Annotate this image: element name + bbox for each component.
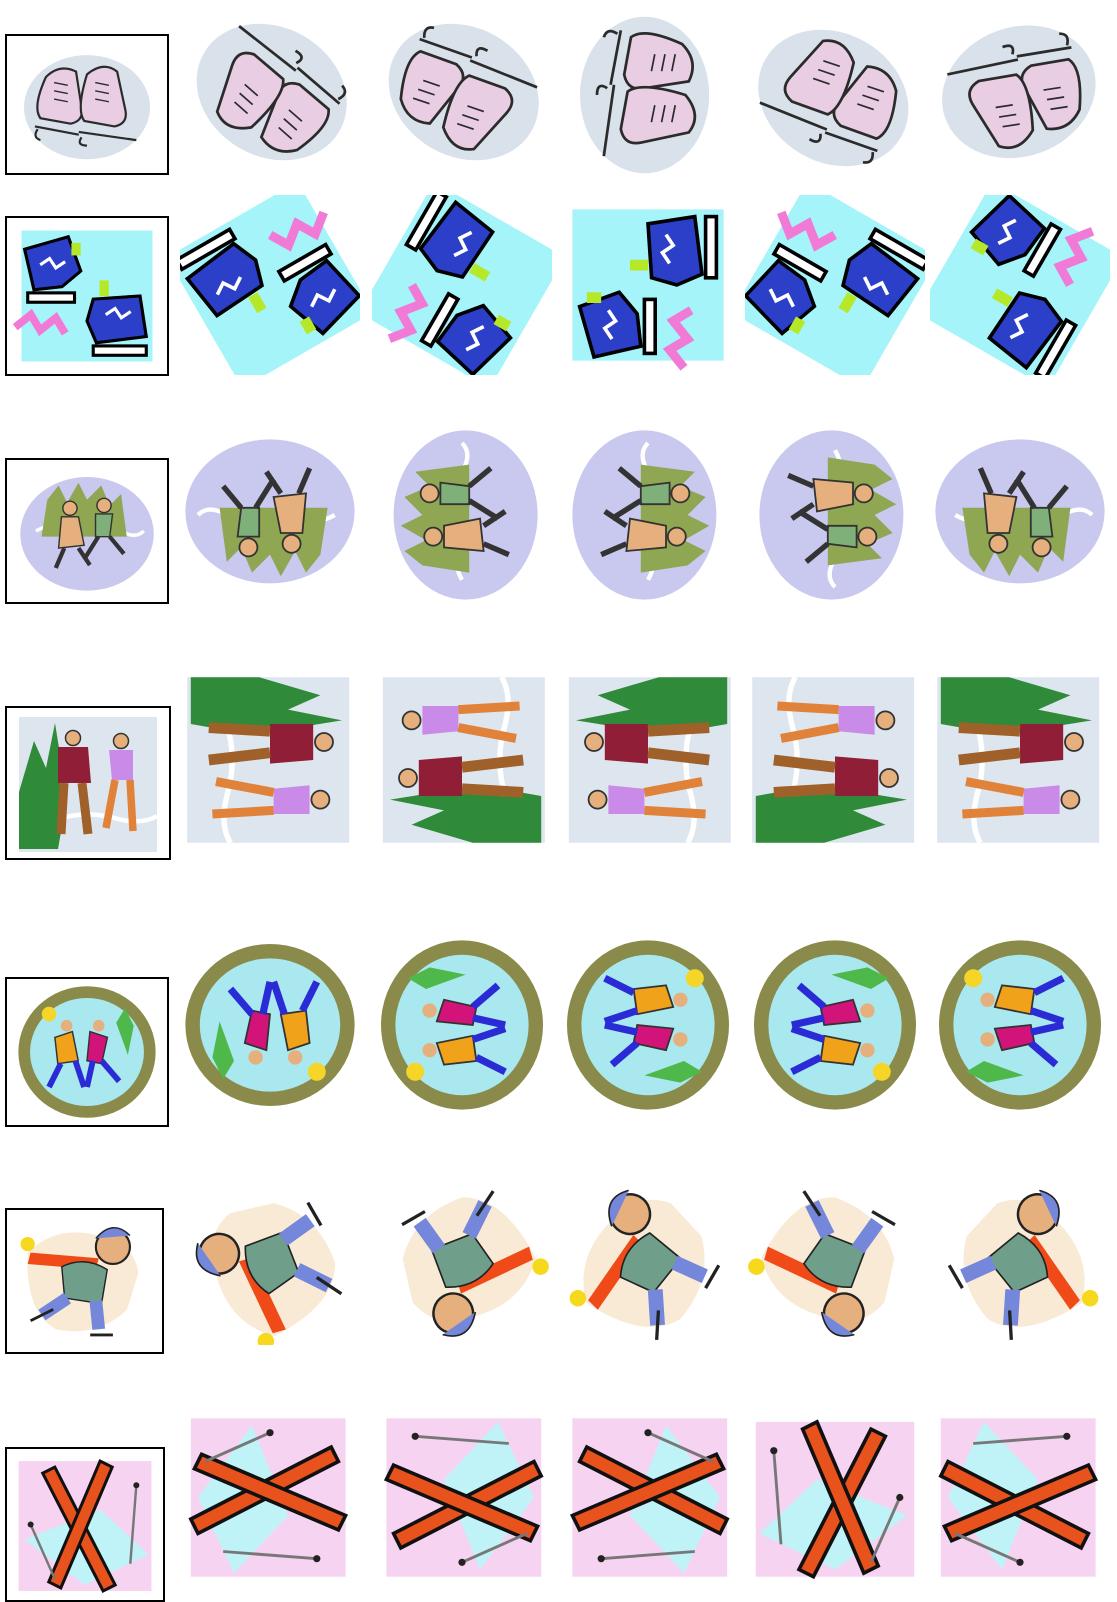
ice-skates-icon xyxy=(942,25,1096,159)
transformed-image[interactable] xyxy=(180,925,360,1125)
transformed-image[interactable] xyxy=(558,1180,738,1345)
transformed-image[interactable] xyxy=(745,1405,925,1590)
transformed-image[interactable] xyxy=(180,10,360,180)
row-skating-couple-swirl xyxy=(0,415,1117,615)
ice-skates-icon xyxy=(196,23,347,161)
transformed-image[interactable] xyxy=(180,1180,360,1345)
couple-skaters-icon xyxy=(20,477,154,591)
row-hockey-skates xyxy=(0,195,1117,376)
ice-skates-icon xyxy=(758,29,909,167)
transformed-image[interactable] xyxy=(745,665,925,855)
transformed-image[interactable] xyxy=(372,665,552,855)
crossed-skis-icon xyxy=(188,1418,349,1577)
ice-skates-icon xyxy=(580,16,710,174)
transformed-image[interactable] xyxy=(558,1405,738,1590)
crossed-skis-icon xyxy=(938,1418,1099,1577)
kid-skater-icon xyxy=(195,1201,343,1345)
row-ice-skates xyxy=(0,10,1117,180)
transformed-image[interactable] xyxy=(930,1180,1110,1345)
couple-skaters-icon xyxy=(759,430,904,600)
reference-image[interactable] xyxy=(5,1208,164,1354)
row-crossed-skis xyxy=(0,1405,1117,1602)
transformed-image[interactable] xyxy=(930,195,1110,375)
couple-trees-icon xyxy=(187,677,350,845)
transformed-image[interactable] xyxy=(372,1405,552,1590)
kid-skater-icon xyxy=(748,1190,896,1337)
reference-image[interactable] xyxy=(5,977,169,1127)
kid-skater-icon xyxy=(947,1189,1099,1340)
rink-skaters-icon xyxy=(754,940,916,1110)
kid-skater-icon xyxy=(569,1189,721,1340)
rink-skaters-icon xyxy=(939,940,1101,1110)
reference-image[interactable] xyxy=(5,216,169,376)
kid-skater-icon xyxy=(401,1190,549,1337)
blue-skates-icon xyxy=(372,195,552,375)
blue-skates-icon xyxy=(930,195,1110,375)
rink-skaters-icon xyxy=(18,986,156,1118)
transformed-image[interactable] xyxy=(372,1180,552,1345)
transformed-image[interactable] xyxy=(558,10,738,180)
transformed-image[interactable] xyxy=(745,925,925,1125)
couple-trees-icon xyxy=(568,677,731,845)
transformed-image[interactable] xyxy=(930,10,1110,180)
blue-skates-icon xyxy=(745,195,925,375)
transformed-image[interactable] xyxy=(180,195,360,375)
transformed-image[interactable] xyxy=(558,665,738,855)
couple-trees-icon xyxy=(382,675,545,843)
transformed-image[interactable] xyxy=(930,1405,1110,1590)
transformed-image[interactable] xyxy=(558,415,738,615)
blue-skates-icon xyxy=(180,195,360,375)
rink-skaters-icon xyxy=(381,940,543,1110)
couple-trees-icon xyxy=(752,675,915,843)
couple-skaters-icon xyxy=(572,430,717,600)
transformed-image[interactable] xyxy=(745,10,925,180)
row-skating-couple-trees xyxy=(0,665,1117,860)
crossed-skis-icon xyxy=(18,1459,152,1593)
reference-image[interactable] xyxy=(5,458,169,604)
transformed-image[interactable] xyxy=(930,925,1110,1125)
crossed-skis-icon xyxy=(383,1418,544,1577)
transformed-image[interactable] xyxy=(558,925,738,1125)
transformed-image[interactable] xyxy=(372,415,552,615)
row-rink-skaters xyxy=(0,925,1117,1127)
rink-skaters-icon xyxy=(185,944,355,1106)
couple-trees-icon xyxy=(937,677,1100,845)
transformed-image[interactable] xyxy=(180,665,360,855)
transformed-image[interactable] xyxy=(558,195,738,375)
transformed-image[interactable] xyxy=(180,415,360,615)
transformed-image[interactable] xyxy=(930,665,1110,855)
transformed-image[interactable] xyxy=(930,415,1110,615)
transformed-image[interactable] xyxy=(745,195,925,375)
transformed-image[interactable] xyxy=(180,1405,360,1590)
blue-skates-icon xyxy=(572,209,724,371)
transformed-image[interactable] xyxy=(372,195,552,375)
transformed-image[interactable] xyxy=(372,10,552,180)
reference-image[interactable] xyxy=(5,34,169,175)
crossed-skis-icon xyxy=(755,1419,915,1580)
couple-trees-icon xyxy=(19,717,159,852)
transformed-image[interactable] xyxy=(372,925,552,1125)
couple-skaters-icon xyxy=(393,430,538,600)
transformed-image[interactable] xyxy=(745,1180,925,1345)
kid-skater-icon xyxy=(20,1227,139,1337)
reference-image[interactable] xyxy=(5,1447,165,1602)
blue-skates-icon xyxy=(12,230,153,362)
crossed-skis-icon xyxy=(569,1418,730,1577)
row-kid-skater xyxy=(0,1180,1117,1354)
reference-image[interactable] xyxy=(5,706,171,860)
rink-skaters-icon xyxy=(567,940,729,1110)
couple-skaters-icon xyxy=(185,439,355,584)
ice-skates-icon xyxy=(388,23,539,161)
ice-skates-icon xyxy=(23,55,151,160)
transformed-image[interactable] xyxy=(745,415,925,615)
couple-skaters-icon xyxy=(935,439,1105,584)
